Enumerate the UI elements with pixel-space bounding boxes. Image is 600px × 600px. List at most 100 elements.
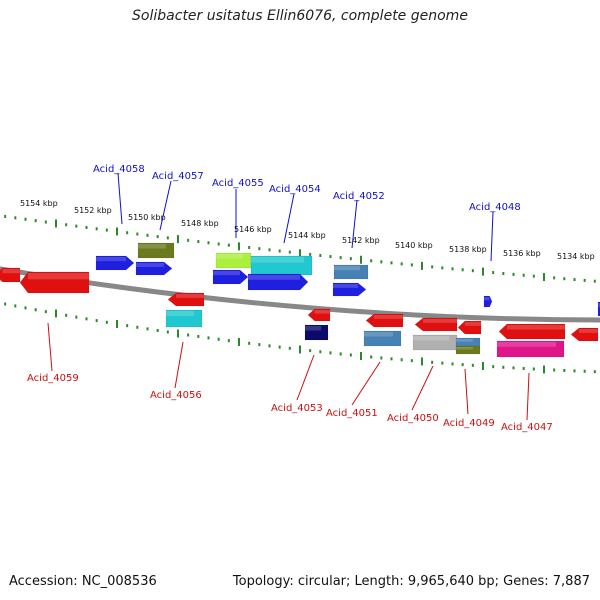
gene-arrow[interactable]	[483, 295, 493, 308]
minor-tick	[24, 306, 27, 310]
minor-tick	[492, 365, 495, 369]
gene-label-acid-4056: Acid_4056	[150, 390, 202, 401]
minor-tick	[268, 344, 271, 348]
gene-highlight	[305, 326, 322, 331]
gene-label-acid-4049: Acid_4049	[443, 418, 495, 429]
minor-tick	[126, 324, 129, 328]
gene-highlight	[456, 347, 473, 350]
gene-arrow[interactable]	[365, 313, 404, 328]
gene-arrow[interactable]	[304, 324, 329, 341]
gene-highlight	[96, 257, 126, 262]
minor-tick	[4, 214, 7, 218]
minor-tick	[512, 366, 515, 370]
gene-arrow[interactable]	[457, 320, 482, 335]
gene-arrow[interactable]	[212, 269, 249, 285]
minor-tick	[319, 253, 322, 257]
minor-tick	[451, 362, 454, 366]
minor-tick	[146, 233, 149, 237]
tick-marks-top	[4, 214, 596, 283]
gene-arrow[interactable]	[496, 340, 565, 358]
minor-tick	[268, 248, 271, 252]
minor-tick	[553, 368, 556, 372]
minor-tick	[573, 369, 576, 373]
minor-tick	[309, 349, 312, 353]
gene-highlight	[28, 273, 89, 280]
gene-arrow[interactable]	[307, 308, 331, 322]
minor-tick	[461, 363, 464, 367]
major-tick	[482, 362, 484, 370]
minor-tick	[532, 274, 535, 278]
gene-label-acid-4053: Acid_4053	[271, 403, 323, 414]
kbp-label: 5148 kbp	[181, 219, 219, 228]
minor-tick	[166, 330, 169, 334]
minor-tick	[85, 317, 88, 321]
gene-label-acid-4057: Acid_4057	[152, 171, 204, 182]
gene-highlight	[464, 322, 481, 326]
minor-tick	[492, 271, 495, 275]
gene-highlight	[314, 310, 330, 314]
major-tick	[482, 267, 484, 276]
minor-tick	[370, 355, 373, 359]
gene-highlight	[456, 339, 473, 342]
minor-tick	[400, 262, 403, 266]
kbp-label: 5146 kbp	[234, 225, 272, 234]
gene-arrow[interactable]	[498, 323, 566, 340]
major-tick	[543, 273, 545, 282]
minor-tick	[522, 273, 525, 277]
major-tick	[177, 235, 179, 244]
gene-highlight	[2, 269, 20, 274]
minor-tick	[75, 315, 78, 319]
minor-tick	[522, 366, 525, 370]
minor-tick	[197, 240, 200, 244]
gene-arrow[interactable]	[19, 271, 90, 294]
minor-tick	[258, 247, 261, 251]
minor-tick	[390, 261, 393, 265]
gene-arrow[interactable]	[165, 309, 203, 328]
gene-highlight	[138, 244, 166, 249]
minor-tick	[187, 238, 190, 242]
kbp-label: 5152 kbp	[74, 206, 112, 215]
minor-tick	[451, 267, 454, 271]
leader-line	[351, 199, 358, 249]
minor-tick	[248, 246, 251, 250]
minor-tick	[410, 359, 413, 363]
minor-tick	[309, 252, 312, 256]
accession-text: Accession: NC_008536	[9, 574, 157, 589]
gene-arrow[interactable]	[332, 282, 367, 297]
gene-highlight	[251, 257, 304, 263]
genome-summary-text: Topology: circular; Length: 9,965,640 bp…	[232, 574, 590, 589]
gene-arrow[interactable]	[250, 255, 313, 276]
gene-arrow[interactable]	[363, 330, 402, 347]
minor-tick	[431, 265, 434, 269]
minor-tick	[573, 278, 576, 282]
bottom-gene-labels: Acid_4059 Acid_4056 Acid_4053 Acid_4051 …	[27, 373, 553, 433]
gene-arrow[interactable]	[455, 345, 481, 355]
gene-arrow[interactable]	[333, 264, 369, 280]
kbp-label: 5142 kbp	[342, 236, 380, 245]
gene-arrow[interactable]	[135, 261, 173, 276]
minor-tick	[563, 368, 566, 372]
gene-arrow[interactable]	[167, 292, 205, 307]
minor-tick	[126, 231, 129, 235]
major-tick	[238, 338, 240, 346]
minor-tick	[24, 217, 27, 221]
major-tick	[299, 345, 301, 354]
minor-tick	[431, 360, 434, 364]
gene-highlight	[579, 329, 598, 333]
minor-tick	[136, 232, 139, 236]
kbp-label: 5154 kbp	[20, 199, 58, 208]
gene-arrow[interactable]	[0, 267, 21, 283]
gene-highlight	[136, 263, 164, 267]
kbp-label: 5134 kbp	[557, 252, 595, 261]
kbp-scale-labels: 5154 kbp 5152 kbp 5150 kbp 5148 kbp 5146…	[20, 199, 595, 261]
gene-highlight	[364, 332, 393, 337]
gene-arrow[interactable]	[570, 327, 599, 342]
leader-line	[159, 180, 172, 231]
gene-arrow[interactable]	[414, 317, 458, 332]
gene-arrow[interactable]	[137, 242, 175, 259]
gene-arrow[interactable]	[95, 255, 135, 271]
kbp-label: 5140 kbp	[395, 241, 433, 250]
gene-arrow[interactable]	[247, 273, 309, 291]
leader-line	[411, 365, 434, 411]
